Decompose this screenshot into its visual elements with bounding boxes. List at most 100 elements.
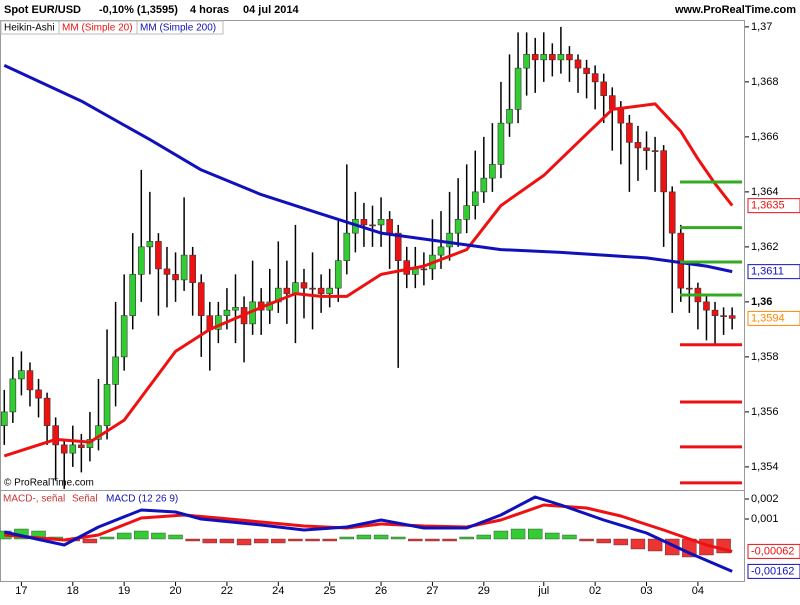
candle-body — [189, 254, 196, 283]
line-series — [3, 64, 733, 274]
histogram-bar — [510, 528, 526, 540]
candle-body — [18, 370, 25, 380]
candle-body — [463, 205, 470, 220]
candle-body — [9, 378, 17, 413]
histogram-bar — [288, 538, 303, 542]
price-label: -0,00162 — [751, 565, 794, 577]
candle-body — [634, 142, 642, 149]
legend-box — [136, 20, 224, 35]
candle-body — [591, 73, 599, 83]
title: Spot EUR/USD — [4, 4, 81, 16]
candle-body — [600, 81, 608, 96]
y-tick-label: 0,001 — [751, 513, 779, 525]
candle-body — [608, 95, 616, 110]
histogram-bar — [219, 538, 235, 544]
macd-legend: MACD-, señal — [3, 494, 65, 505]
histogram-bar — [613, 538, 629, 546]
candle-body — [394, 232, 402, 261]
histogram-bar — [356, 534, 372, 540]
histogram-bar — [185, 538, 200, 542]
line-series — [3, 495, 733, 573]
candle-body — [720, 315, 727, 317]
candle-body — [155, 241, 162, 270]
candle-body — [197, 282, 205, 316]
histogram-bar — [630, 538, 646, 550]
price-box — [747, 310, 800, 326]
x-tick-label: 17 — [15, 585, 27, 597]
candle-body — [540, 54, 548, 61]
macd-legend: Señal — [72, 494, 98, 505]
histogram-bar — [459, 536, 474, 540]
histogram-bar — [99, 536, 115, 540]
candle-body — [129, 274, 137, 316]
x-tick-label: 25 — [324, 585, 336, 597]
macd-legend: MACD (12 26 9) — [106, 494, 178, 505]
candle-body — [360, 219, 368, 226]
histogram-bar — [493, 530, 509, 540]
candle-body — [583, 67, 590, 74]
candle-body — [103, 384, 111, 426]
legend-ma20: MM (Simple 20) — [62, 23, 133, 34]
candle-body — [292, 282, 299, 294]
candle-body — [386, 219, 393, 234]
candle-body — [300, 282, 308, 289]
candle-body — [180, 254, 188, 281]
candle-body — [668, 191, 676, 234]
candle-body — [446, 232, 453, 248]
y-tick-label: 1,354 — [751, 461, 779, 473]
candle-body — [412, 268, 419, 275]
candle-body — [0, 411, 8, 426]
candle-body — [215, 315, 222, 330]
candle-body — [617, 109, 625, 124]
histogram-bar — [442, 538, 457, 542]
histogram-bar — [253, 538, 269, 544]
candle-body — [69, 444, 77, 454]
candle-body — [78, 444, 85, 448]
candle-body — [566, 54, 573, 61]
histogram-bar — [116, 532, 132, 540]
line-series — [4, 503, 733, 553]
x-tick-label: 19 — [118, 585, 130, 597]
x-tick-label: 18 — [67, 585, 79, 597]
x-tick-label: 24 — [272, 585, 284, 597]
y-tick-label: 1,362 — [751, 241, 779, 253]
candle-body — [223, 309, 231, 316]
legend-ma200: MM (Simple 200) — [140, 23, 216, 34]
y-tick-label: 1,358 — [751, 351, 779, 363]
histogram-bar — [82, 538, 98, 544]
price-label: -0,00062 — [751, 545, 794, 557]
x-tick-label: 04 — [692, 585, 704, 597]
histogram-bar — [425, 538, 440, 542]
watermark: © ProRealTime.com — [4, 478, 94, 489]
candle-body — [334, 260, 342, 289]
y-tick-label: 0,002 — [751, 493, 779, 505]
candle-body — [35, 389, 42, 399]
candle-body — [437, 246, 445, 256]
date: 04 jul 2014 — [243, 4, 300, 16]
candle-body — [60, 444, 68, 454]
candle-body — [651, 150, 659, 152]
x-tick-label: 22 — [221, 585, 233, 597]
price-label: 1,3594 — [751, 312, 785, 324]
x-tick-label: 29 — [478, 585, 490, 597]
x-tick-label: 27 — [426, 585, 438, 597]
candle-body — [317, 287, 325, 294]
price-box — [747, 543, 800, 559]
y-tick-label: 1,36 — [751, 296, 772, 308]
candle-body — [343, 232, 351, 261]
candle-body — [309, 287, 316, 290]
candle-body — [420, 268, 428, 271]
histogram-bar — [151, 532, 166, 540]
histogram-bar — [271, 538, 286, 544]
x-tick-label: 02 — [589, 585, 601, 597]
candle-body — [497, 122, 505, 165]
candle-body — [514, 67, 522, 110]
histogram-bar — [579, 538, 594, 542]
x-tick-label: 26 — [375, 585, 387, 597]
histogram-bar — [545, 532, 560, 540]
candle-body — [626, 122, 633, 143]
candle-body — [557, 54, 565, 61]
candle-body — [549, 54, 556, 61]
histogram-bar — [168, 534, 183, 540]
candle-body — [377, 219, 385, 226]
